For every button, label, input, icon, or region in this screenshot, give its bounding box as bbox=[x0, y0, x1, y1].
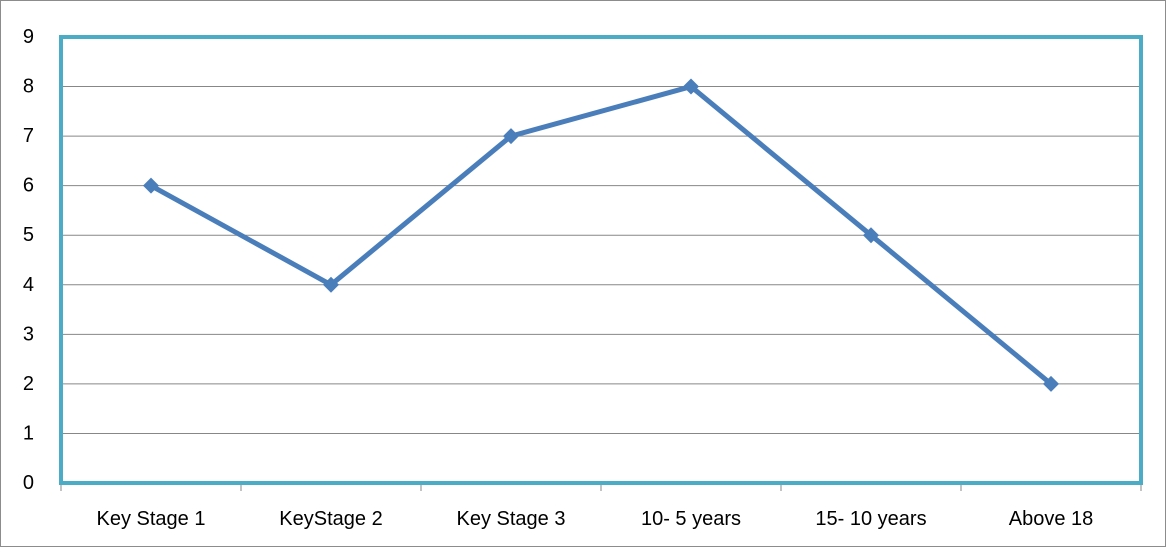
x-axis-tick-labels: Key Stage 1 KeyStage 2 Key Stage 3 10- 5 ye… bbox=[97, 508, 1094, 530]
x-tick-label: KeyStage 2 bbox=[279, 508, 382, 530]
data-point-marker bbox=[683, 78, 699, 95]
y-tick-label: 3 bbox=[23, 323, 34, 345]
x-tick-label: Above 18 bbox=[1009, 508, 1094, 530]
series-group bbox=[143, 78, 1059, 392]
y-tick-label: 1 bbox=[23, 422, 34, 444]
data-point-marker bbox=[863, 227, 879, 244]
x-tick-label: 10- 5 years bbox=[641, 508, 741, 530]
y-tick-label: 7 bbox=[23, 125, 34, 147]
y-tick-label: 4 bbox=[23, 274, 34, 296]
data-point-marker bbox=[503, 128, 519, 145]
y-axis-tick-labels: 0 1 2 3 4 5 6 7 8 9 bbox=[23, 26, 34, 494]
y-tick-label: 2 bbox=[23, 373, 34, 395]
y-tick-label: 6 bbox=[23, 175, 34, 197]
y-tick-label: 9 bbox=[23, 26, 34, 48]
plot-area-border bbox=[59, 35, 1143, 485]
data-point-marker bbox=[143, 177, 159, 194]
x-tick-label: Key Stage 1 bbox=[97, 508, 206, 530]
y-tick-label: 0 bbox=[23, 472, 34, 494]
data-point-marker bbox=[1043, 375, 1059, 392]
series-line bbox=[148, 84, 1054, 387]
y-tick-label: 5 bbox=[23, 224, 34, 246]
data-point-marker bbox=[323, 276, 339, 293]
y-tick-label: 8 bbox=[23, 76, 34, 98]
x-tick-label: Key Stage 3 bbox=[457, 508, 566, 530]
x-tick-label: 15- 10 years bbox=[815, 508, 926, 530]
